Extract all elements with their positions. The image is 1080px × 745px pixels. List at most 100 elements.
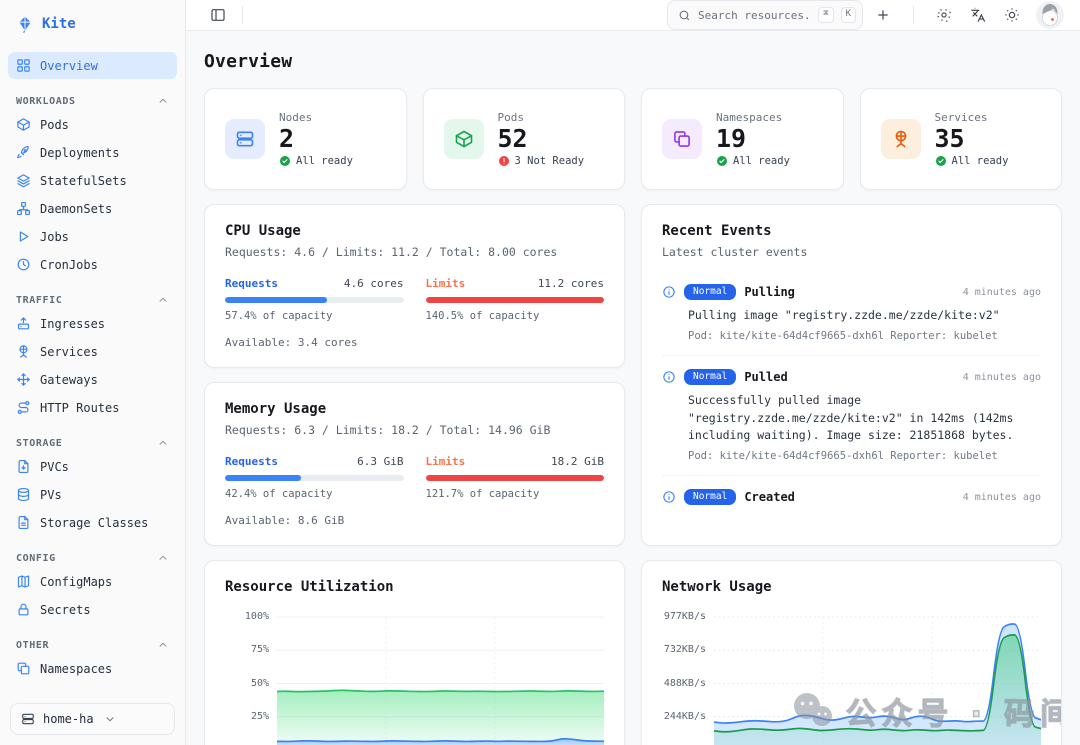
sidebar-group-label: TRAFFIC — [16, 294, 63, 306]
cpu-limits-label: Limits — [425, 277, 466, 290]
sidebar-item-pods[interactable]: Pods — [8, 111, 177, 138]
memory-limits-value: 18.2 GiB — [551, 455, 604, 468]
resource-series-memory-line — [277, 689, 604, 693]
stat-label: Namespaces — [716, 111, 783, 125]
progress-bar — [225, 297, 404, 303]
event-timestamp: 4 minutes ago — [962, 491, 1041, 503]
settings-gear-button[interactable] — [930, 1, 958, 29]
namespace-select-value: home-ha — [43, 712, 94, 726]
sidebar-item-storage-classes[interactable]: Storage Classes — [8, 509, 177, 536]
event-meta: Pod: kite/kite-64d4cf9665-dxh6l Reporter… — [688, 330, 998, 343]
sidebar-group-header: WORKLOADS — [8, 87, 177, 111]
stat-value: 52 — [497, 124, 528, 154]
sidebar-item-statefulsets[interactable]: StatefulSets — [8, 167, 177, 194]
chevron-up-icon[interactable] — [157, 639, 169, 651]
stat-card-namespaces[interactable]: Namespaces 19 All ready — [641, 88, 844, 190]
sidebar-group-label: STORAGE — [16, 437, 63, 449]
sidebar-item-pvs[interactable]: PVs — [8, 481, 177, 508]
sidebar-group-header: TRAFFIC — [8, 286, 177, 310]
cpu-limits-value: 11.2 cores — [537, 277, 604, 290]
sidebar-item-namespaces[interactable]: Namespaces — [8, 655, 177, 682]
event-timestamp: 4 minutes ago — [962, 371, 1041, 383]
sidebar-item-label: Secrets — [40, 602, 91, 617]
memory-requests-value: 6.3 GiB — [357, 455, 404, 468]
network-icon — [16, 201, 31, 216]
namespace-select[interactable]: home-ha — [10, 703, 175, 735]
sidebar-item-services[interactable]: Services — [8, 338, 177, 365]
axis-tick-label: 50% — [250, 677, 269, 689]
stat-card-services[interactable]: Services 35 All ready — [859, 88, 1062, 190]
layers-icon — [16, 173, 31, 188]
divider — [913, 6, 914, 24]
recent-events-card: Recent Events Latest cluster events Norm… — [641, 204, 1062, 546]
progress-bar — [225, 475, 404, 481]
sidebar-item-cronjobs[interactable]: CronJobs — [8, 251, 177, 278]
stat-label: Nodes — [279, 111, 313, 125]
sidebar-item-pvcs[interactable]: PVCs — [8, 453, 177, 480]
k-keycap: K — [840, 7, 856, 23]
search-icon — [678, 9, 691, 22]
sidebar-item-daemonsets[interactable]: DaemonSets — [8, 195, 177, 222]
event-reason: Pulled — [744, 370, 788, 385]
sidebar-item-ingresses[interactable]: Ingresses — [8, 310, 177, 337]
cpu-usage-card: CPU Usage Requests: 4.6 / Limits: 11.2 /… — [204, 204, 625, 368]
info-icon — [662, 370, 676, 384]
sidebar-group-label: OTHER — [16, 639, 50, 651]
memory-available: Available: 8.6 GiB — [225, 514, 345, 527]
kite-logo-icon — [16, 15, 34, 33]
search-input[interactable]: Search resources... ⌘ K — [667, 0, 863, 30]
sidebar-item-http-routes[interactable]: HTTP Routes — [8, 394, 177, 421]
file-icon — [16, 515, 31, 530]
theme-toggle-button[interactable] — [998, 1, 1026, 29]
stat-value: 19 — [716, 124, 747, 154]
app-logo[interactable]: Kite — [0, 0, 185, 48]
axis-tick-label: 100% — [244, 611, 269, 622]
events-card-title: Recent Events — [662, 223, 772, 239]
event-row[interactable]: Normal Created 4 minutes ago — [662, 475, 1041, 518]
cpu-limits-meter: Limits 11.2 cores 140.5% of capacity — [425, 277, 604, 322]
axis-tick-label: 25% — [250, 710, 269, 722]
server-icon — [21, 712, 35, 726]
event-type-badge: Normal — [684, 489, 737, 505]
sidebar-item-deployments[interactable]: Deployments — [8, 139, 177, 166]
status-badge: All ready — [935, 155, 1008, 167]
alert-circle-icon — [498, 155, 510, 167]
sidebar-item-gateways[interactable]: Gateways — [8, 366, 177, 393]
memory-requests-caption: 42.4% of capacity — [225, 488, 333, 500]
user-avatar[interactable] — [1036, 1, 1064, 29]
resource-series-cpu-line — [277, 737, 604, 743]
rocket-icon — [16, 145, 31, 160]
stat-card-nodes[interactable]: Nodes 2 All ready — [204, 88, 407, 190]
sidebar-toggle-button[interactable] — [204, 1, 232, 29]
chevron-up-icon[interactable] — [157, 437, 169, 449]
event-header: Normal Created 4 minutes ago — [662, 489, 1041, 505]
chevron-up-icon[interactable] — [157, 552, 169, 564]
check-circle-icon — [716, 155, 728, 167]
sidebar-item-label: Gateways — [40, 372, 98, 387]
event-row[interactable]: Normal Pulled 4 minutes ago Successfully pu… — [662, 355, 1041, 475]
add-button[interactable] — [869, 1, 897, 29]
sidebar-item-label: Namespaces — [40, 661, 113, 676]
memory-requests-meter: Requests 6.3 GiB 42.4% of capacity — [225, 455, 404, 500]
file-down-icon — [16, 459, 31, 474]
cpu-card-summary: Requests: 4.6 / Limits: 11.2 / Total: 8.… — [225, 245, 558, 259]
sidebar-item-overview[interactable]: Overview — [8, 52, 177, 79]
page-title: Overview — [204, 51, 293, 72]
cmd-keycap: ⌘ — [818, 7, 834, 23]
language-button[interactable] — [964, 1, 992, 29]
copy-icon — [662, 119, 702, 159]
network-series-rx-area — [714, 634, 1041, 745]
event-row[interactable]: Normal Pulling 4 minutes ago Pulling image … — [662, 271, 1041, 355]
events-list: Normal Pulling 4 minutes ago Pulling image … — [662, 271, 1041, 518]
axis-tick-label: 977KB/s — [663, 611, 706, 622]
chevron-up-icon[interactable] — [157, 95, 169, 107]
resource-chart-yaxis: 0%25%50%75%100% — [225, 611, 277, 745]
layout-grid-icon — [16, 58, 31, 73]
box-icon — [443, 119, 484, 159]
chevron-up-icon[interactable] — [157, 294, 169, 306]
stat-card-pods[interactable]: Pods 52 3 Not Ready — [422, 88, 625, 190]
sidebar-item-secrets[interactable]: Secrets — [8, 596, 177, 623]
sidebar-item-configmaps[interactable]: ConfigMaps — [8, 568, 177, 595]
sidebar-item-jobs[interactable]: Jobs — [8, 223, 177, 250]
